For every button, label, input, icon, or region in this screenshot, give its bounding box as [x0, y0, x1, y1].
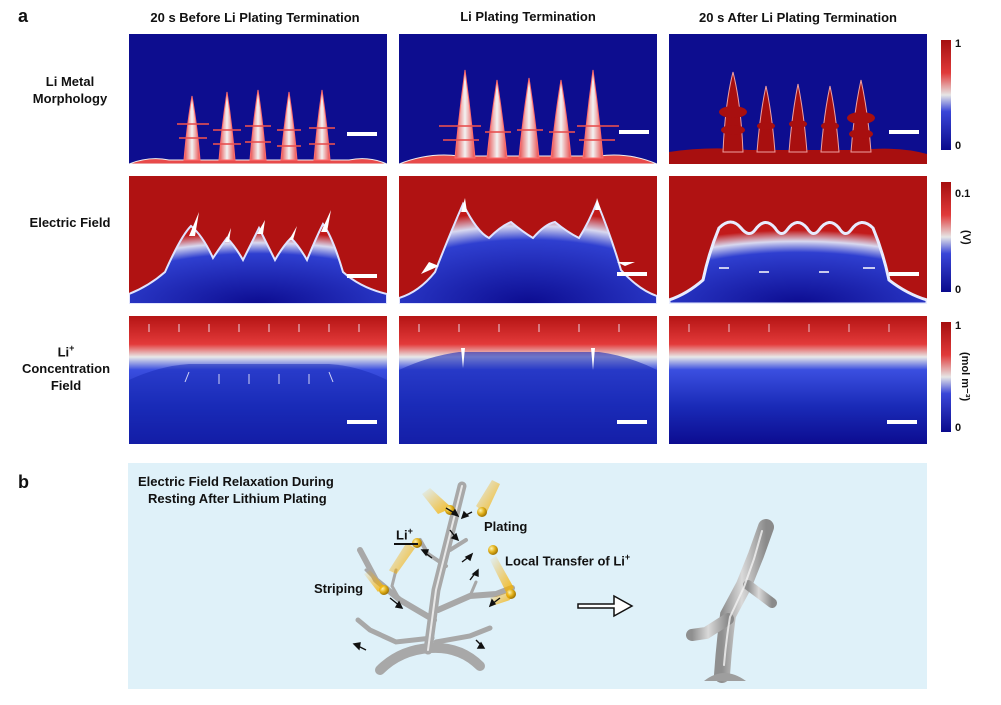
morphology-after-image: [669, 34, 927, 164]
row-label-electric-field: Electric Field: [29, 215, 111, 230]
concentration-after-image: [669, 316, 927, 444]
local-transfer-label: Local Transfer of Li+: [505, 552, 631, 569]
row-label-morphology: Li Metal Morphology: [32, 74, 108, 106]
panel-a-letter: a: [18, 6, 29, 26]
column-title-termination: Li Plating Termination: [460, 9, 596, 24]
electric-field-after-image: [669, 176, 927, 304]
striping-label: Striping: [314, 581, 364, 596]
panel-b-letter: b: [18, 472, 29, 492]
transition-arrow-icon: [577, 594, 634, 618]
li-ion-label: Li+: [396, 526, 413, 543]
colorbar-electric-field-unit: (V): [960, 230, 972, 245]
plating-label: Plating: [484, 519, 528, 534]
column-title-after: 20 s After Li Plating Termination: [699, 10, 897, 25]
row-label-concentration: Li+ Concentration Field: [21, 343, 111, 394]
colorbar-concentration-unit: (mol m⁻³): [959, 352, 971, 402]
colorbar-concentration-min: 0: [955, 422, 962, 434]
concentration-termination-image: [399, 316, 657, 444]
column-title-before: 20 s Before Li Plating Termination: [150, 10, 360, 25]
colorbar-morphology-max: 1: [955, 38, 962, 50]
colorbar-concentration-max: 1: [955, 320, 962, 332]
panel-b-title: Electric Field Relaxation During Resting…: [138, 474, 334, 506]
colorbar-electric-field: [941, 182, 951, 292]
concentration-before-image: [129, 316, 387, 444]
relaxed-dendrite-illustration: [686, 519, 777, 683]
colorbar-electric-field-max: 0.1: [955, 188, 971, 200]
colorbar-electric-field-min: 0: [955, 284, 962, 296]
colorbar-concentration: [941, 322, 951, 432]
colorbar-morphology: [941, 40, 951, 150]
morphology-termination-image: [399, 34, 657, 164]
colorbar-morphology-min: 0: [955, 140, 962, 152]
morphology-before-image: [129, 34, 387, 164]
branched-dendrite-illustration: [352, 480, 516, 675]
electric-field-termination-image: [399, 176, 657, 304]
electric-field-before-image: [129, 176, 387, 304]
li-ion-label-underline: [394, 543, 418, 545]
panel-b-background: [128, 463, 927, 689]
